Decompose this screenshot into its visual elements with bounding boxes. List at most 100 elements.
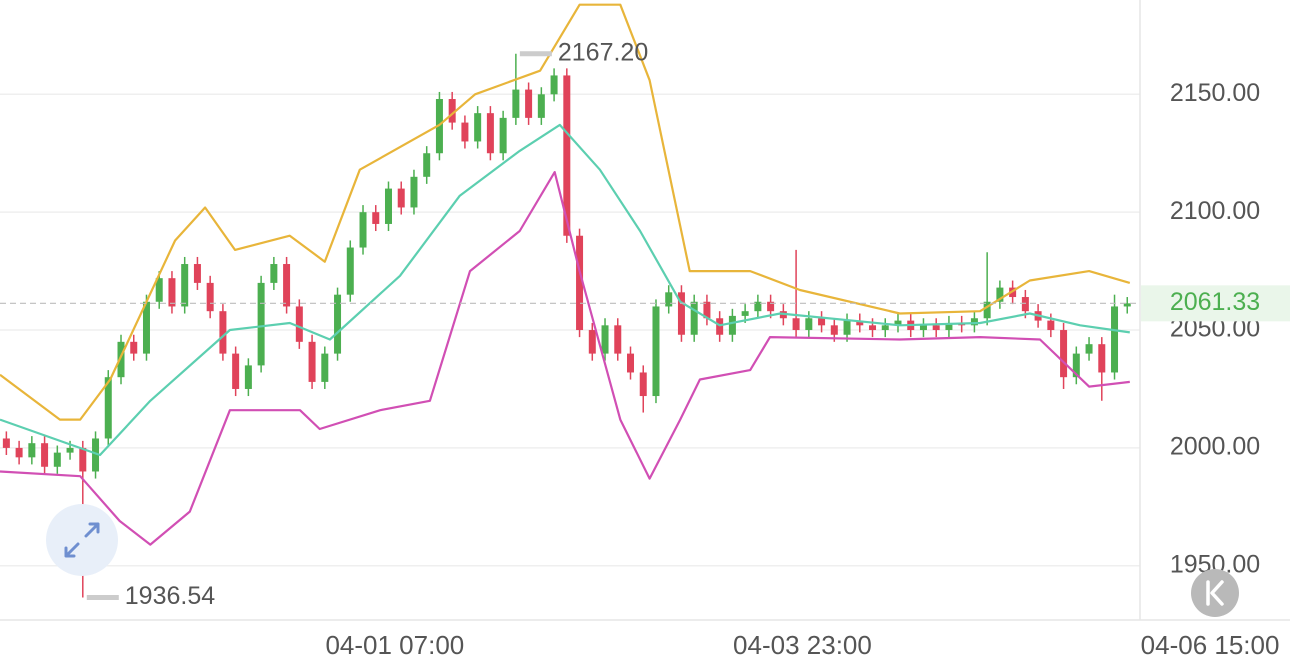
- candle-body: [117, 341, 125, 378]
- expand-button-bg[interactable]: [46, 504, 118, 576]
- candle-body: [576, 235, 584, 331]
- candle-body: [219, 311, 227, 354]
- y-tick-label: 2150.00: [1170, 79, 1260, 107]
- band-line: [0, 123, 1130, 457]
- candle-body: [142, 301, 150, 354]
- candle-body: [919, 325, 927, 331]
- candle-body: [15, 447, 23, 458]
- candle-body: [1085, 344, 1093, 354]
- candle-body: [690, 301, 698, 335]
- candle-body: [614, 325, 622, 354]
- candle-body: [2, 438, 10, 448]
- scroll-latest-icon: [1206, 580, 1224, 606]
- candle-body: [563, 75, 571, 236]
- candle-body: [244, 365, 252, 389]
- candle-body: [830, 325, 838, 335]
- candle-body: [767, 301, 775, 312]
- candle-body: [805, 318, 813, 331]
- scroll-latest-button[interactable]: [1191, 569, 1239, 617]
- candle-body: [1060, 330, 1068, 378]
- expand-button[interactable]: [46, 504, 118, 576]
- candle-body: [741, 311, 749, 316]
- candle-body: [550, 75, 558, 95]
- candle-body: [397, 188, 405, 208]
- candle-body: [410, 176, 418, 208]
- x-tick-label: 04-01 07:00: [325, 630, 464, 660]
- candle-body: [92, 438, 100, 472]
- extreme-label: 1936.54: [125, 582, 215, 610]
- candle-body: [932, 325, 940, 331]
- candle-body: [792, 318, 800, 331]
- candle-body: [423, 153, 431, 177]
- candle-body: [66, 447, 74, 453]
- extreme-label: 2167.20: [558, 38, 648, 66]
- candle-body: [856, 320, 864, 326]
- candle-body: [53, 452, 61, 467]
- candle-body: [1111, 306, 1119, 373]
- candle-body: [308, 341, 316, 382]
- candle-body: [193, 264, 201, 283]
- candle-body: [321, 353, 329, 382]
- candle-body: [996, 287, 1004, 302]
- candle-body: [1123, 303, 1131, 307]
- candle-body: [359, 212, 367, 248]
- candle-body: [474, 113, 482, 142]
- band-line: [0, 171, 1130, 546]
- overlay: 1950.002000.002050.002100.002150.0004-01…: [0, 38, 1290, 660]
- candle-body: [168, 278, 176, 307]
- candle-body: [1072, 353, 1080, 378]
- candle-body: [894, 320, 902, 326]
- candle-body: [130, 341, 138, 354]
- candle-body: [334, 294, 342, 354]
- candle-body: [155, 278, 163, 302]
- candle-body: [181, 264, 189, 307]
- candle-body: [754, 301, 762, 312]
- candle-body: [703, 301, 711, 319]
- candle-body: [818, 318, 826, 326]
- x-tick-label: 04-06 15:00: [1141, 630, 1280, 660]
- candle-body: [1098, 344, 1106, 373]
- candle-body: [79, 447, 87, 472]
- candle-body: [512, 89, 520, 118]
- candle-body: [346, 247, 354, 295]
- candle-body: [716, 318, 724, 335]
- candle-body: [525, 89, 533, 118]
- candle-body: [588, 330, 596, 354]
- candle-body: [41, 443, 49, 467]
- expand-icon: [64, 522, 100, 558]
- candle-body: [652, 306, 660, 397]
- candle-body: [728, 315, 736, 335]
- candle-body: [665, 292, 673, 307]
- candle-body: [983, 301, 991, 319]
- candle-body: [601, 325, 609, 354]
- candle-body: [499, 117, 507, 154]
- scroll-latest-bg[interactable]: [1191, 569, 1239, 617]
- last-price-box: [1141, 285, 1290, 322]
- candle-body: [270, 264, 278, 283]
- x-tick-label: 04-03 23:00: [733, 630, 872, 660]
- candle-body: [448, 99, 456, 123]
- candle-body: [257, 282, 265, 366]
- y-tick-label: 2000.00: [1170, 433, 1260, 461]
- candle-body: [677, 292, 685, 335]
- candle-body: [486, 113, 494, 154]
- candle-body: [869, 325, 877, 331]
- candle-body: [945, 322, 953, 331]
- band-line: [0, 3, 1131, 421]
- candle-body: [1047, 320, 1055, 331]
- candle-body: [881, 325, 889, 331]
- y-tick-label: 2100.00: [1170, 197, 1260, 225]
- candle-body: [537, 94, 545, 118]
- candle-body: [1021, 297, 1029, 312]
- candle-body: [384, 188, 392, 224]
- candle-body: [843, 320, 851, 335]
- candle-body: [970, 318, 978, 326]
- last-price-label: 2061.33: [1170, 288, 1260, 316]
- candle-body: [232, 353, 240, 389]
- candle-body: [627, 353, 635, 373]
- candle-body: [295, 306, 303, 342]
- candle-body: [461, 122, 469, 142]
